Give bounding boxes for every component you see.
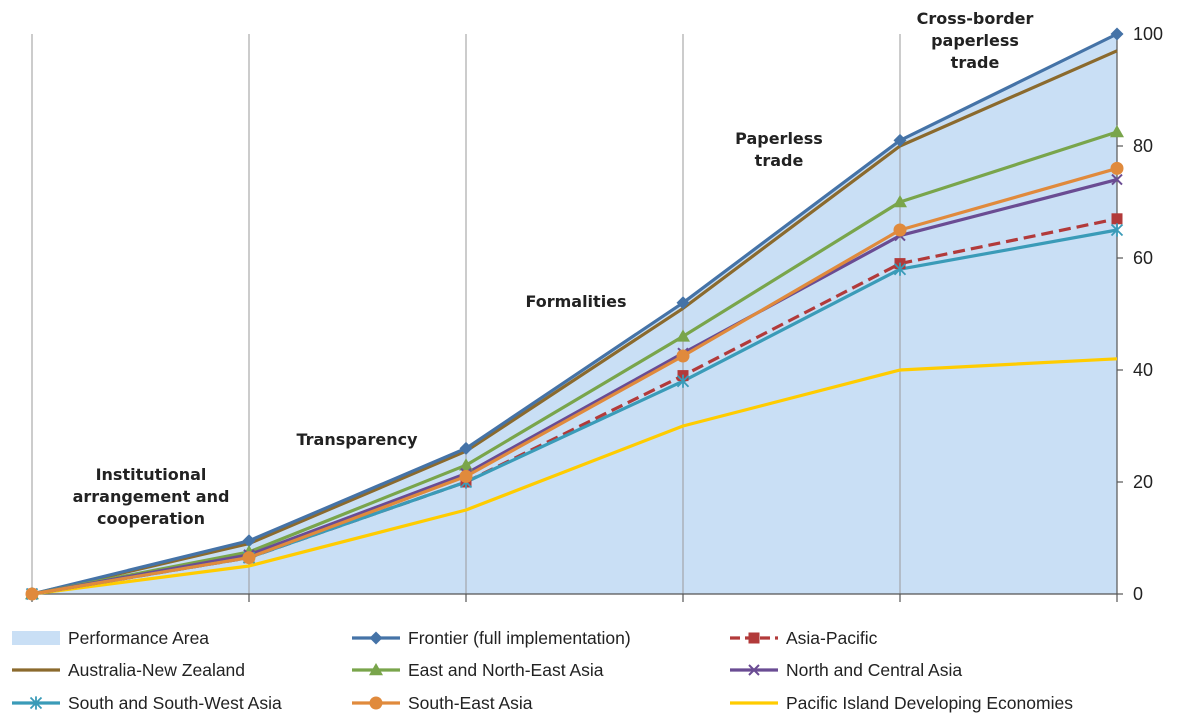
- point-south-east-asia: [25, 587, 39, 601]
- legend-item-south-and-south-west-asia: South and South-West Asia: [12, 693, 282, 713]
- category-labels: Institutional arrangement and cooperation T…: [73, 9, 1034, 528]
- series-line-australia-new-zealand: [31, 49, 1118, 596]
- legend-label: North and Central Asia: [786, 660, 962, 680]
- point-south-east-asia: [676, 349, 690, 363]
- category-label-institutional-arrangement-and-cooperation: Institutional arrangement and cooperation: [73, 465, 230, 528]
- legend-label: Asia-Pacific: [786, 628, 878, 648]
- y-tick-label: 100: [1133, 24, 1163, 44]
- legend-item-north-and-central-asia: North and Central Asia: [730, 660, 962, 680]
- y-tick-label: 60: [1133, 248, 1153, 268]
- performance-area-layer: [32, 34, 1117, 594]
- series-line-south-east-asia: [31, 166, 1118, 596]
- point-east-and-north-east-asia: [893, 195, 907, 208]
- legend-item-east-and-north-east-asia: East and North-East Asia: [352, 660, 604, 680]
- category-label-transparency: Transparency: [296, 430, 418, 449]
- legend-label: Pacific Island Developing Economies: [786, 693, 1073, 713]
- legend-marker: [748, 632, 760, 644]
- legend-label: South-East Asia: [408, 693, 533, 713]
- point-east-and-north-east-asia: [1110, 125, 1124, 138]
- series-line-frontier-full-implementation: [31, 32, 1118, 596]
- legend-label: Frontier (full implementation): [408, 628, 631, 648]
- legend-item-asia-pacific: Asia-Pacific: [730, 628, 878, 648]
- legend-marker: [369, 696, 383, 710]
- point-south-and-south-west-asia: [1110, 223, 1124, 237]
- point-south-east-asia: [459, 469, 473, 483]
- legend-item-performance-area: Performance Area: [12, 628, 209, 648]
- category-label-cross-border-paperless-trade: Cross-border paperless trade: [917, 9, 1034, 72]
- point-north-and-central-asia: [1111, 173, 1123, 186]
- legend-marker: [369, 631, 383, 645]
- point-frontier-full-implementation: [676, 296, 690, 310]
- point-south-east-asia: [242, 551, 256, 565]
- point-frontier-full-implementation: [1110, 27, 1124, 41]
- point-south-and-south-west-asia: [893, 262, 907, 276]
- point-frontier-full-implementation: [242, 534, 256, 548]
- series-line-north-and-central-asia: [31, 178, 1118, 596]
- category-label-paperless-trade: Paperless trade: [735, 129, 823, 170]
- y-tick-label: 20: [1133, 472, 1153, 492]
- legend-swatch: [12, 631, 60, 645]
- y-tick-label: 0: [1133, 584, 1143, 604]
- legend-marker: [29, 696, 43, 710]
- legend-item-frontier-full-implementation: Frontier (full implementation): [352, 628, 631, 648]
- series-line-pacific-island-developing-economies: [31, 357, 1118, 596]
- series-markers: [25, 27, 1124, 601]
- legend-item-pacific-island-developing-economies: Pacific Island Developing Economies: [730, 693, 1073, 713]
- legend-label: Performance Area: [68, 628, 209, 648]
- legend: Performance Area Frontier (full implement…: [12, 628, 1073, 713]
- series-line-east-and-north-east-asia: [31, 130, 1118, 596]
- legend-marker: [748, 664, 760, 676]
- y-tick-label: 80: [1133, 136, 1153, 156]
- legend-item-south-east-asia: South-East Asia: [352, 693, 533, 713]
- y-axis-tick-labels: 0 20 40 60 80 100: [1133, 24, 1163, 604]
- legend-label: South and South-West Asia: [68, 693, 282, 713]
- legend-item-australia-new-zealand: Australia-New Zealand: [12, 660, 245, 680]
- point-frontier-full-implementation: [893, 133, 907, 147]
- point-south-and-south-west-asia: [676, 374, 690, 388]
- legend-label: East and North-East Asia: [408, 660, 604, 680]
- point-asia-pacific: [1111, 213, 1123, 225]
- series-lines: [31, 32, 1118, 596]
- legend-label: Australia-New Zealand: [68, 660, 245, 680]
- point-frontier-full-implementation: [459, 441, 473, 455]
- point-south-east-asia: [893, 223, 907, 237]
- point-south-east-asia: [1110, 161, 1124, 175]
- performance-area: [32, 34, 1117, 594]
- y-tick-label: 40: [1133, 360, 1153, 380]
- point-east-and-north-east-asia: [459, 458, 473, 471]
- point-east-and-north-east-asia: [676, 329, 690, 342]
- category-label-formalities: Formalities: [525, 292, 626, 311]
- legend-marker: [369, 663, 383, 676]
